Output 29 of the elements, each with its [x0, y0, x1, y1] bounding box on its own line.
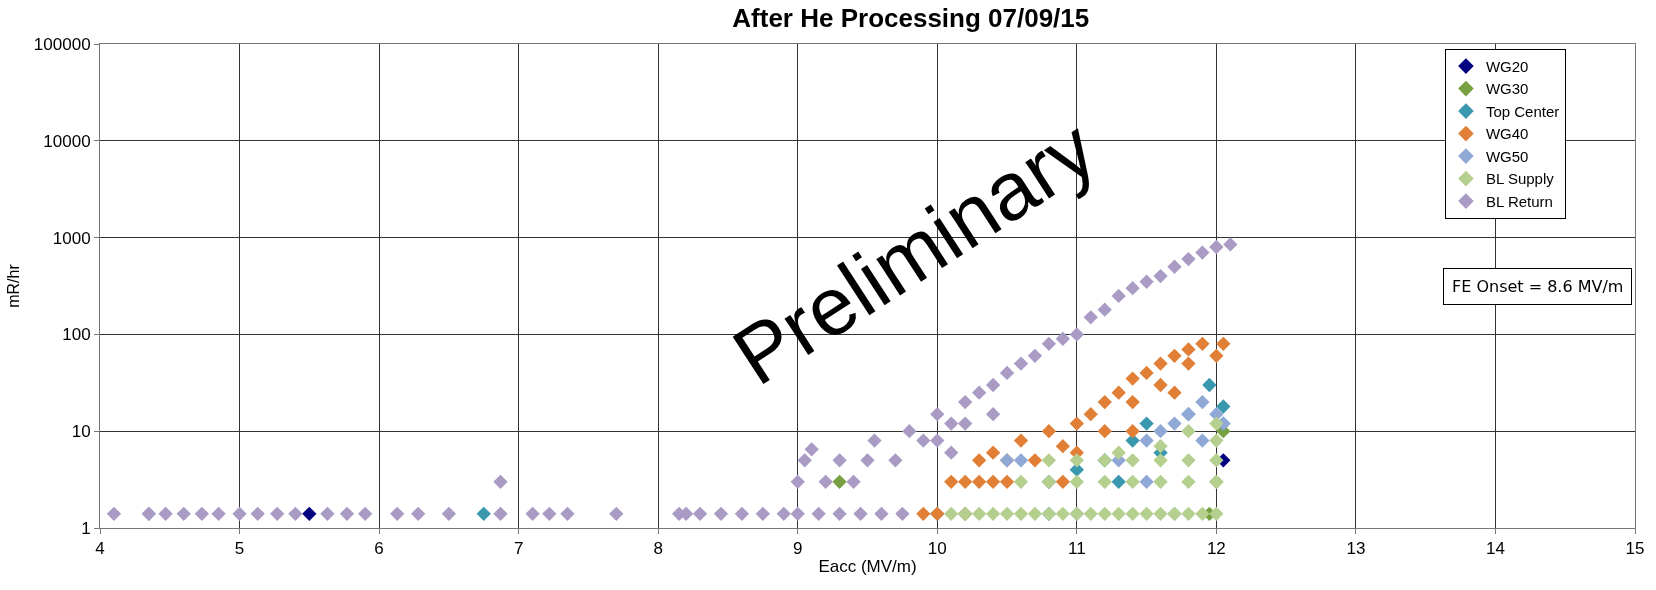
chart-title: After He Processing 07/09/15	[732, 3, 1090, 34]
legend-label: WG20	[1485, 57, 1529, 75]
legend-label: WG50	[1485, 147, 1529, 165]
annotation: FE Onset = 8.6 MV/m	[1452, 277, 1624, 296]
legend-label: Top Center	[1485, 102, 1560, 120]
x-tick-label: 12	[1206, 539, 1226, 559]
x-tick-label: 9	[793, 539, 803, 559]
x-tick-label: 15	[1625, 539, 1645, 559]
y-tick-label: 1000	[52, 228, 91, 248]
x-tick-label: 11	[1067, 539, 1086, 559]
x-tick-label: 4	[95, 539, 105, 559]
x-tick-label: 10	[927, 539, 947, 559]
x-tick-label: 6	[374, 539, 384, 559]
y-tick-label: 10	[71, 422, 91, 442]
y-axis-title: mR/hr	[4, 263, 22, 308]
legend-label: BL Supply	[1485, 170, 1555, 188]
y-tick-label: 100000	[33, 34, 91, 54]
legend-label: WG30	[1485, 80, 1529, 98]
x-tick-label: 14	[1485, 539, 1505, 559]
x-tick-label: 5	[234, 539, 245, 559]
y-tick-label: 10000	[43, 131, 91, 151]
x-tick-label: 13	[1346, 539, 1366, 559]
x-tick-label: 8	[653, 539, 663, 559]
x-tick-label: 7	[513, 539, 524, 559]
legend-label: WG40	[1485, 125, 1529, 143]
legend-label: BL Return	[1485, 192, 1553, 210]
x-axis-title: Eacc (MV/m)	[818, 556, 917, 576]
y-tick-label: 1	[81, 518, 91, 538]
y-tick-label: 100	[62, 325, 91, 345]
